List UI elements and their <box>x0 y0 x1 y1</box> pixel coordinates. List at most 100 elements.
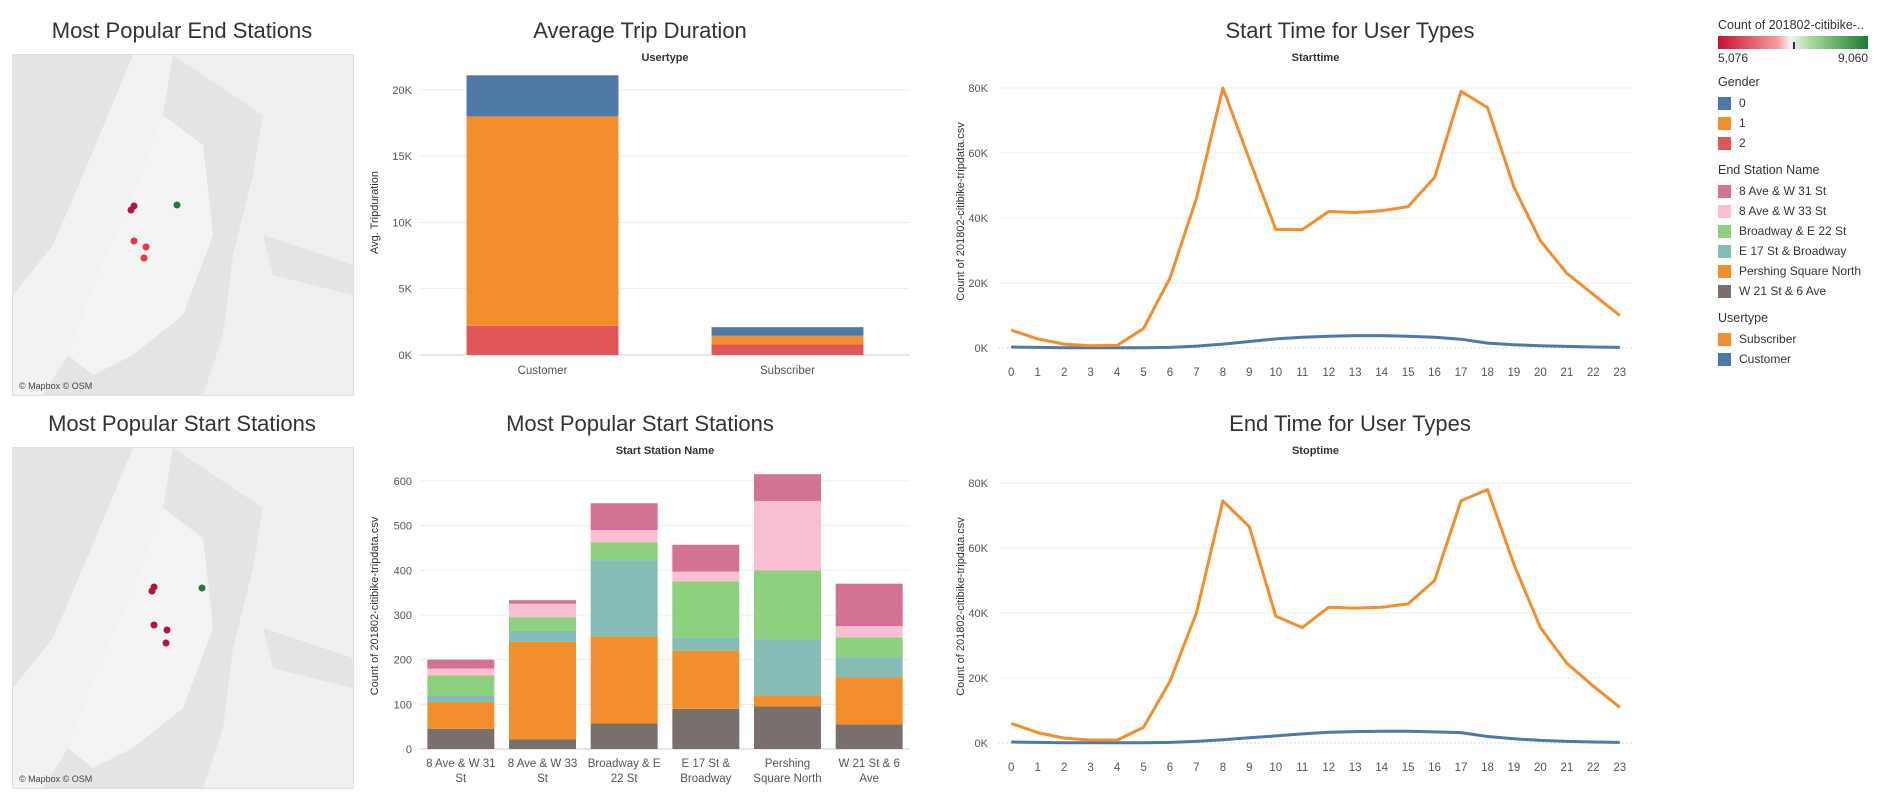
x-tick-label: 4 <box>1114 762 1121 774</box>
station-dot[interactable] <box>150 621 158 629</box>
series-line-subscriber[interactable] <box>1010 488 1621 742</box>
bar-segment[interactable] <box>835 657 903 678</box>
end-stations-map[interactable]: © Mapbox © OSM <box>12 54 354 396</box>
station-dot[interactable] <box>142 243 150 251</box>
legend-swatch <box>1718 284 1731 298</box>
x-tick-label: 3 <box>1087 762 1093 774</box>
y-tick-label: 60K <box>968 148 988 160</box>
bar-segment[interactable] <box>466 75 619 117</box>
bar-segment[interactable] <box>835 583 903 627</box>
start-time-chart[interactable]: Starttime Count of 201802-citibike-tripda… <box>930 50 1710 400</box>
bar-segment[interactable] <box>754 474 821 501</box>
station-dot[interactable] <box>150 583 158 591</box>
legend-label: 8 Ave & W 31 St <box>1739 184 1827 198</box>
bar-segment[interactable] <box>590 542 658 561</box>
bar-segment[interactable] <box>427 695 495 703</box>
station-dot[interactable] <box>198 584 206 592</box>
station-dot[interactable] <box>173 201 181 209</box>
x-tick-label: 0 <box>1008 762 1014 774</box>
x-tick-label: 21 <box>1560 367 1573 379</box>
legend-item-usertype[interactable]: Customer <box>1718 349 1878 369</box>
bar-segment[interactable] <box>427 675 495 696</box>
count-max-label: 9,060 <box>1837 51 1868 65</box>
bar-segment[interactable] <box>835 677 903 725</box>
bar-segment[interactable] <box>835 724 903 749</box>
bar-segment[interactable] <box>754 500 821 571</box>
bar-segment[interactable] <box>672 708 740 749</box>
x-tick-label: 19 <box>1508 367 1521 379</box>
bar-segment[interactable] <box>427 659 495 669</box>
avg-trip-chart[interactable]: Usertype Avg. Tripduration 0K 5K 10K 15K 20K Cu… <box>360 50 940 400</box>
bar-segment[interactable] <box>466 325 619 355</box>
bar-segment[interactable] <box>466 116 619 326</box>
bar-segment[interactable] <box>672 581 740 638</box>
legend-item-station[interactable]: W 21 St & 6 Ave <box>1718 281 1878 301</box>
y-tick-label: 200 <box>394 655 412 667</box>
map-attribution[interactable]: © Mapbox © OSM <box>19 381 93 391</box>
end-time-chart[interactable]: Stoptime Count of 201802-citibike-tripdat… <box>930 443 1710 795</box>
bar-segment[interactable] <box>509 603 576 618</box>
legend-item-usertype[interactable]: Subscriber <box>1718 329 1878 349</box>
map-attribution[interactable]: © Mapbox © OSM <box>19 774 93 784</box>
bar-segment[interactable] <box>427 668 495 676</box>
bar-segment[interactable] <box>509 739 576 749</box>
count-color-scale[interactable] <box>1718 36 1868 49</box>
legend-swatch <box>1718 224 1731 238</box>
legend-label: E 17 St & Broadway <box>1739 244 1847 258</box>
legend-item-station[interactable]: Broadway & E 22 St <box>1718 221 1878 241</box>
series-line-subscriber[interactable] <box>1010 86 1621 348</box>
station-dot[interactable] <box>140 254 148 262</box>
start-stations-map[interactable]: © Mapbox © OSM <box>12 447 354 789</box>
legend-item-gender[interactable]: 1 <box>1718 113 1878 133</box>
bar-segment[interactable] <box>590 560 658 637</box>
y-tick-label: 0K <box>975 343 989 355</box>
start-map-points <box>148 583 206 647</box>
station-dot[interactable] <box>162 639 170 647</box>
legend-item-station[interactable]: E 17 St & Broadway <box>1718 241 1878 261</box>
legend-item-gender[interactable]: 0 <box>1718 93 1878 113</box>
bar-segment[interactable] <box>754 695 821 707</box>
legend-item-station[interactable]: Pershing Square North <box>1718 261 1878 281</box>
bar-segment[interactable] <box>754 639 821 696</box>
legend-label: W 21 St & 6 Ave <box>1739 284 1827 298</box>
bar-segment[interactable] <box>509 641 576 740</box>
legend-item-gender[interactable]: 2 <box>1718 133 1878 153</box>
bar-segment[interactable] <box>711 327 864 336</box>
x-tick-label: 3 <box>1087 367 1093 379</box>
bar-segment[interactable] <box>672 650 740 709</box>
station-dot[interactable] <box>130 237 138 245</box>
bar-segment[interactable] <box>835 637 903 658</box>
x-tick-label: 18 <box>1481 367 1494 379</box>
bar-segment[interactable] <box>672 544 740 572</box>
bar-segment[interactable] <box>427 728 495 749</box>
bar-segment[interactable] <box>754 706 821 749</box>
bar-segment[interactable] <box>835 626 903 638</box>
bar-segment[interactable] <box>711 335 864 345</box>
bar-segment[interactable] <box>427 702 495 729</box>
bar-segment[interactable] <box>509 600 576 604</box>
y-tick-label: 40K <box>968 213 988 225</box>
x-tick-label: 1 <box>1034 367 1040 379</box>
legend-item-station[interactable]: 8 Ave & W 31 St <box>1718 181 1878 201</box>
start-bar-title: Most Popular Start Stations <box>506 411 774 436</box>
legend-swatch <box>1718 332 1731 346</box>
bar-segment[interactable] <box>590 530 658 543</box>
bar-segment[interactable] <box>672 571 740 582</box>
bar-segment[interactable] <box>711 344 864 355</box>
legend-item-station[interactable]: 8 Ave & W 33 St <box>1718 201 1878 221</box>
bar-segment[interactable] <box>590 503 658 531</box>
bar-segment[interactable] <box>672 637 740 651</box>
bar-segment[interactable] <box>590 723 658 749</box>
series-line-customer[interactable] <box>1011 729 1620 745</box>
station-dot[interactable] <box>130 202 138 210</box>
count-min-label: 5,076 <box>1718 51 1749 65</box>
bar-segment[interactable] <box>590 636 658 724</box>
x-tick-label: 16 <box>1428 762 1441 774</box>
bar-segment[interactable] <box>509 617 576 631</box>
x-tick-label: 12 <box>1322 367 1335 379</box>
start-stations-chart[interactable]: Start Station Name Count of 201802-citibi… <box>360 443 940 795</box>
station-dot[interactable] <box>163 626 171 634</box>
series-line-customer[interactable] <box>1011 334 1620 350</box>
bar-segment[interactable] <box>754 570 821 640</box>
bar-segment[interactable] <box>509 630 576 642</box>
